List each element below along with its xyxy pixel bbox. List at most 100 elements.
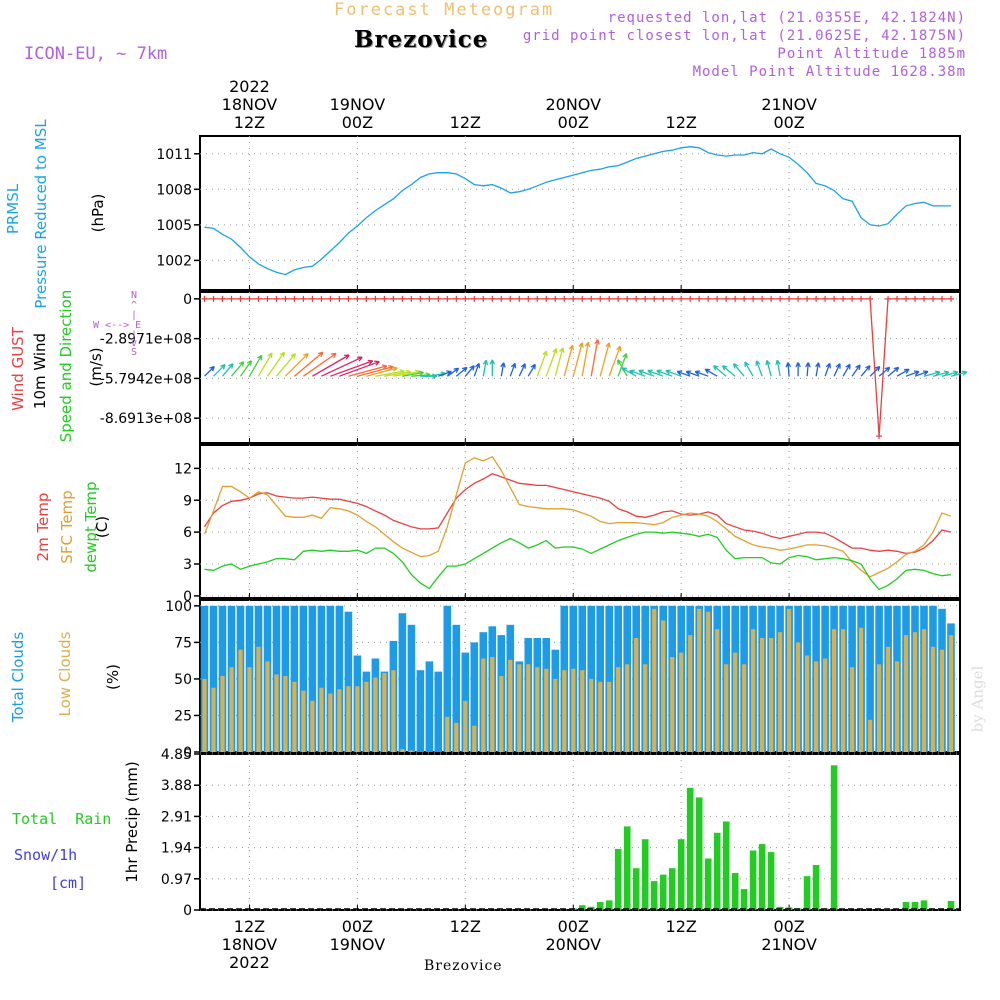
wind-arrow [581,341,591,377]
wind-arrow [878,366,891,377]
bottom-time-label: 2022 [229,953,270,972]
low-cloud-bar [517,664,522,752]
panel-frame [199,291,961,444]
y-tick-label: 0 [183,903,192,919]
gust-marker [345,295,352,302]
gust-marker [822,295,829,302]
precip-bar [650,881,658,910]
wind-arrow [275,353,296,377]
low-cloud-bar [688,635,693,752]
wind-arrow [231,361,245,377]
low-cloud-bar [868,719,873,752]
gust-marker [201,295,208,302]
wind-arrow [545,348,558,377]
low-cloud-bar [301,690,306,752]
wind-arrow [554,347,565,377]
wind-arrow [775,359,781,377]
gust-marker [741,295,748,302]
low-cloud-bar [553,678,558,752]
low-cloud-bar [778,632,783,752]
low-cloud-bar [886,646,891,752]
wind-arrow [284,352,309,377]
low-cloud-bar [859,627,864,752]
y-tick-label: -8.6913e+08 [100,411,192,427]
wind-arrow [665,369,682,377]
wind-arrow [887,366,900,377]
low-cloud-bar [535,667,540,752]
precip-bar [731,873,739,910]
gust-marker [939,295,946,302]
wind-arrow [869,365,881,377]
wind-arrow [896,368,910,377]
wind-arrow [339,360,380,377]
gust-marker [210,295,217,302]
total-cloud-bar [290,605,299,752]
low-cloud-bar [355,686,360,752]
low-cloud-bar [229,667,234,752]
wind-arrow [293,351,324,377]
gust-marker [372,295,379,302]
precip-bar [812,865,820,910]
gust-marker [426,295,433,302]
bottom-time-label: 12Z [234,917,265,936]
wind-arrow [527,363,536,377]
gust-marker [471,295,478,302]
low-cloud-bar [481,658,486,752]
wind-arrow [785,362,792,377]
low-cloud-bar [508,659,513,752]
low-cloud-bar [841,629,846,752]
gust-marker [705,295,712,302]
wind-arrow [366,366,398,377]
wind-arrow [685,370,700,377]
low-cloud-bar [634,638,639,752]
gust-marker [534,295,541,302]
gust-marker [435,295,442,302]
requested-coords: requested lon,lat (21.0355E, 42.1824N) [607,10,966,26]
low-cloud-bar [948,635,954,752]
low-cloud-bar [598,681,603,752]
low-cloud-bar [490,657,495,752]
top-time-label: 12Z [450,113,481,132]
precip-bar [677,839,685,910]
gust-marker [615,295,622,302]
wind-arrow [473,362,481,377]
low-cloud-bar [652,608,657,752]
y-tick-label: 0 [183,292,192,308]
wind-arrow [824,362,831,377]
wind-arrow [676,370,691,377]
bottom-time-label: 00Z [773,917,804,936]
bottom-time-label: 00Z [342,917,373,936]
gust-marker [867,295,874,302]
gust-marker [894,295,901,302]
wind-arrow [860,365,871,377]
low-cloud-bar [337,689,342,752]
panel-frame [199,753,961,911]
y-tick-label: 75 [174,635,192,651]
gust-marker [714,295,721,302]
wind-arrow [213,363,226,377]
low-cloud-bar [499,676,504,752]
y-tick-label: 100 [165,599,192,615]
wind-arrow [744,361,754,377]
pressure-series-line [204,146,951,276]
precip-bar [659,874,667,910]
grid-point-coords: grid point closest lon,lat (21.0625E, 42… [522,28,966,44]
total-cloud-bar [605,605,613,752]
precip-bar [641,839,649,910]
gust-marker [651,295,658,302]
wind-arrow [518,363,526,377]
gust-marker [354,295,361,302]
low-cloud-bar [643,664,648,752]
gust-marker [903,295,910,302]
total-cloud-bar [344,611,353,752]
wind-arrow [257,352,273,377]
wind-arrow [321,356,363,377]
gust-marker [507,295,514,302]
gust-marker [552,295,559,302]
gust-marker [633,295,640,302]
pressure-label-1: PRMSL [4,183,22,235]
low-cloud-bar [894,661,900,752]
wind-arrow [851,364,861,377]
total-cloud-bar [326,605,335,752]
bottom-time-label: 19NOV [330,935,386,954]
